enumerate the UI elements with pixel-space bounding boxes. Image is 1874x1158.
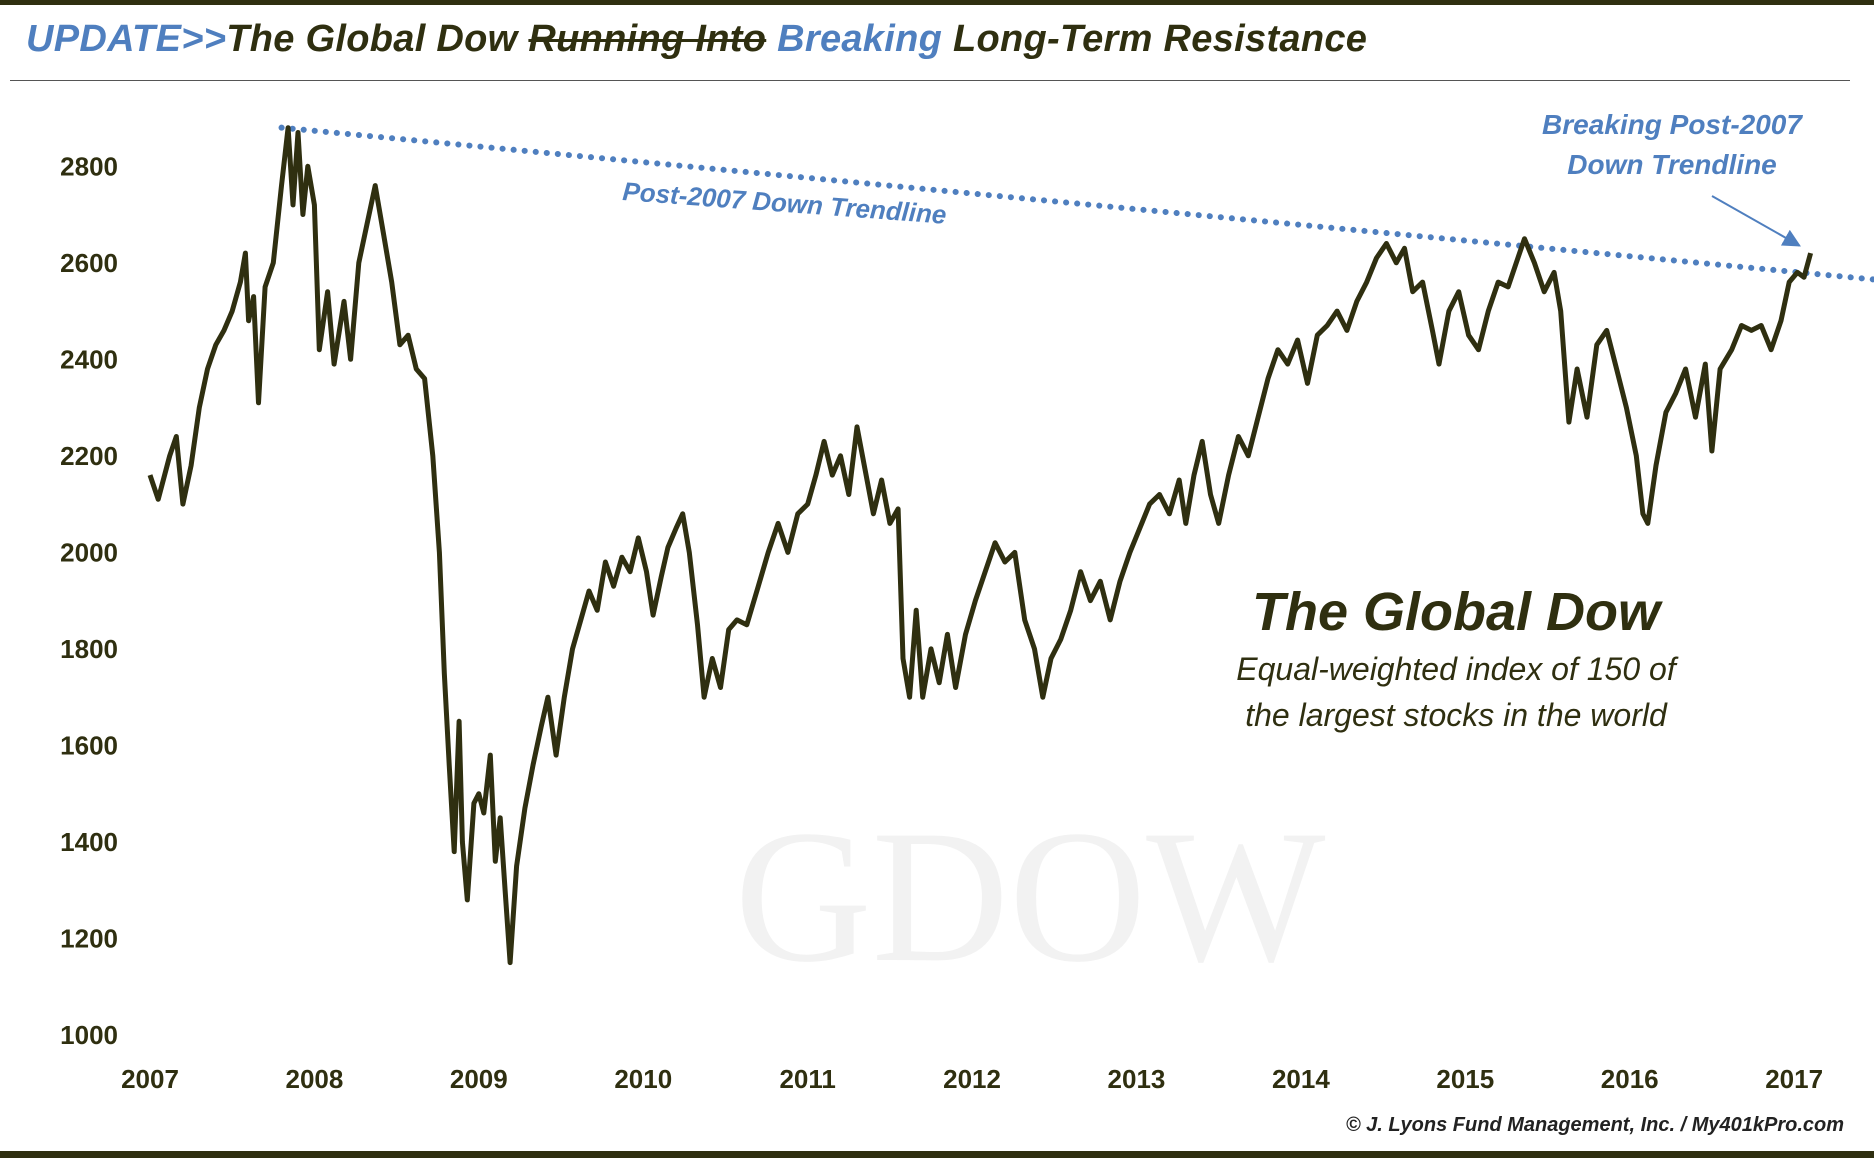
- chart-title: The Global Dow: [1252, 582, 1663, 642]
- x-tick-label: 2008: [285, 1064, 343, 1094]
- y-tick-label: 1000: [60, 1020, 118, 1050]
- x-tick-label: 2012: [943, 1064, 1001, 1094]
- x-tick-label: 2009: [450, 1064, 508, 1094]
- x-tick-label: 2014: [1272, 1064, 1330, 1094]
- x-tick-label: 2010: [614, 1064, 672, 1094]
- annotation-arrow: [1711, 195, 1801, 247]
- y-axis-ticks: 1000 1200 1400 1600 1800 2000 2200 2400 2600 2800: [60, 151, 118, 1050]
- trendline: [278, 124, 1874, 283]
- title-part2: Long-Term Resistance: [942, 18, 1368, 60]
- page-title: UPDATE>>The Global Dow Running Into Brea…: [26, 18, 1367, 61]
- x-tick-label: 2007: [121, 1064, 179, 1094]
- title-struck-text: Running Into: [528, 18, 767, 60]
- x-tick-label: 2013: [1108, 1064, 1166, 1094]
- chart-watermark: GDOW: [735, 792, 1326, 1002]
- trendline-label: Post-2007 Down Trendline: [622, 176, 948, 230]
- y-tick-label: 2400: [60, 344, 118, 374]
- y-tick-label: 2800: [60, 151, 118, 181]
- title-part1: The Global Dow: [226, 18, 529, 60]
- chart-subtitle-line1: Equal-weighted index of 150 of: [1236, 651, 1679, 687]
- annotation-line1: Breaking Post-2007: [1542, 109, 1803, 140]
- copyright-credit: © J. Lyons Fund Management, Inc. / My401…: [1345, 1114, 1844, 1136]
- y-tick-label: 2000: [60, 537, 118, 567]
- x-tick-label: 2011: [779, 1064, 835, 1094]
- y-tick-label: 1600: [60, 730, 118, 760]
- x-tick-label: 2017: [1765, 1064, 1823, 1094]
- x-tick-label: 2015: [1436, 1064, 1494, 1094]
- y-tick-label: 2200: [60, 441, 118, 471]
- y-tick-label: 1400: [60, 827, 118, 857]
- y-tick-label: 1800: [60, 634, 118, 664]
- bottom-rule: [0, 1151, 1874, 1158]
- x-tick-label: 2016: [1601, 1064, 1659, 1094]
- chart-subtitle-line2: the largest stocks in the world: [1245, 697, 1668, 733]
- title-divider: [10, 80, 1850, 81]
- x-axis-ticks: 2007 2008 2009 2010 2011 2012 2013 2014 2015 2016…: [121, 1064, 1823, 1094]
- top-rule: [0, 0, 1874, 5]
- title-prefix: UPDATE>>: [26, 18, 227, 60]
- annotation-line2: Down Trendline: [1567, 149, 1777, 180]
- series-line: [147, 125, 1814, 966]
- y-tick-label: 2600: [60, 248, 118, 278]
- y-tick-label: 1200: [60, 923, 118, 953]
- title-breaking: Breaking: [777, 18, 943, 60]
